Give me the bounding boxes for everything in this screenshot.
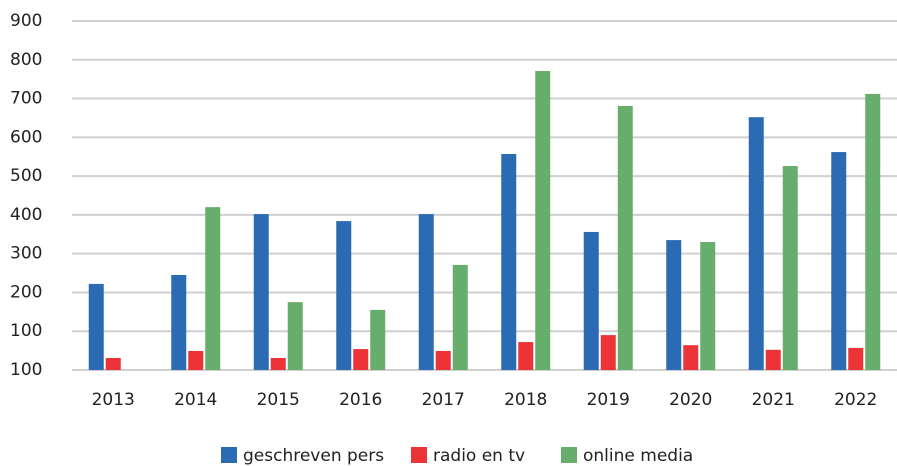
bar bbox=[831, 152, 847, 370]
legend-label: online media bbox=[583, 446, 693, 466]
bar bbox=[270, 357, 286, 370]
y-tick-label: 800 bbox=[10, 50, 42, 70]
bar bbox=[600, 335, 616, 370]
x-tick-label: 2018 bbox=[504, 390, 547, 410]
bar bbox=[88, 283, 104, 370]
bar bbox=[353, 349, 369, 370]
legend-swatch bbox=[411, 447, 427, 463]
x-tick-label: 2020 bbox=[669, 390, 712, 410]
bar bbox=[253, 214, 269, 370]
bar bbox=[535, 71, 551, 371]
y-tick-label: 100 bbox=[10, 321, 42, 341]
y-tick-label: 200 bbox=[10, 282, 42, 302]
bar bbox=[435, 350, 451, 370]
y-tick-label: 400 bbox=[10, 205, 42, 225]
x-tick-label: 2013 bbox=[92, 390, 135, 410]
bar bbox=[700, 242, 716, 370]
bar bbox=[865, 93, 881, 370]
legend-swatch bbox=[221, 447, 237, 463]
bar bbox=[848, 347, 864, 370]
y-tick-label: 300 bbox=[10, 244, 42, 264]
bar bbox=[683, 345, 699, 370]
bar bbox=[105, 357, 121, 370]
bar bbox=[617, 105, 633, 370]
bar bbox=[287, 302, 303, 370]
x-tick-label: 2019 bbox=[587, 390, 630, 410]
x-tick-label: 2017 bbox=[422, 390, 465, 410]
bar bbox=[748, 117, 764, 371]
bar bbox=[370, 309, 386, 370]
bar bbox=[518, 342, 534, 370]
legend-label: geschreven pers bbox=[243, 446, 384, 466]
bar bbox=[583, 231, 599, 370]
y-tick-label: 700 bbox=[10, 89, 42, 109]
legend-swatch bbox=[561, 447, 577, 463]
legend-label: radio en tv bbox=[433, 446, 525, 466]
bar bbox=[336, 221, 352, 370]
y-tick-label: 600 bbox=[10, 127, 42, 147]
x-tick-label: 2021 bbox=[752, 390, 795, 410]
bar bbox=[418, 214, 434, 370]
bar bbox=[765, 349, 781, 370]
y-tick-label: 100 bbox=[10, 360, 42, 380]
bar bbox=[782, 166, 798, 370]
bar bbox=[171, 274, 187, 370]
bar bbox=[205, 207, 221, 370]
bar bbox=[452, 264, 468, 370]
bar bbox=[666, 240, 682, 370]
x-tick-label: 2014 bbox=[174, 390, 217, 410]
bar bbox=[501, 154, 517, 370]
x-tick-label: 2022 bbox=[834, 390, 877, 410]
x-tick-label: 2016 bbox=[339, 390, 382, 410]
bar bbox=[188, 350, 204, 370]
y-tick-label: 900 bbox=[10, 11, 42, 31]
y-tick-label: 500 bbox=[10, 166, 42, 186]
x-tick-label: 2015 bbox=[257, 390, 300, 410]
